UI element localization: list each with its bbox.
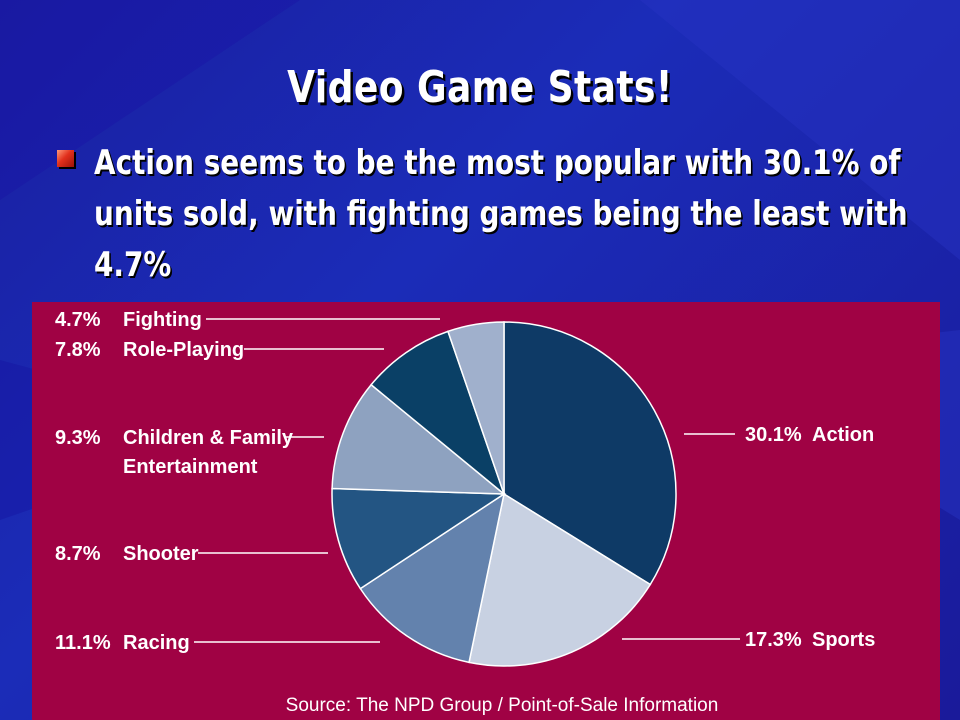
slice-name-label: Sports (812, 629, 875, 651)
slice-percent-label: 4.7% (55, 309, 101, 331)
slice-name-label: Children & Family Entertainment (123, 427, 294, 478)
pie-slice-6 (447, 321, 505, 495)
slice-name-label: Fighting (123, 309, 202, 331)
bullet-text: Action seems to be the most popular with… (94, 143, 908, 285)
slice-name-label: Shooter (123, 543, 199, 565)
slice-percent-label: 7.8% (55, 339, 101, 361)
pie-slice-1 (468, 492, 652, 667)
pie-slice-5 (370, 330, 506, 497)
slice-percent-label: 30.1% (745, 424, 802, 446)
slice-name-label: Racing (123, 632, 190, 654)
slice-percent-label: 17.3% (745, 629, 802, 651)
pie-slice-4 (331, 383, 507, 495)
slice-name-label: Role-Playing (123, 339, 244, 361)
square-bullet-icon (57, 150, 74, 167)
slide-title: Video Game Stats! (287, 62, 673, 113)
pie-slice-3 (331, 487, 507, 590)
pie-chart: 30.1% Action 17.3% Sports 11.1% Racing 8.7% Sho… (55, 309, 875, 716)
chart-panel: 30.1% Action 17.3% Sports 11.1% Racing 8.7% Sho… (32, 302, 940, 720)
slice-percent-label: 8.7% (55, 543, 101, 565)
slice-percent-label: 11.1% (55, 632, 111, 654)
slice-percent-label: 9.3% (55, 427, 101, 449)
chart-source: Source: The NPD Group / Point-of-Sale In… (286, 695, 719, 716)
slice-name-label: Action (812, 424, 874, 446)
pie-slice-0 (503, 321, 677, 586)
pie-slice-2 (359, 492, 506, 664)
